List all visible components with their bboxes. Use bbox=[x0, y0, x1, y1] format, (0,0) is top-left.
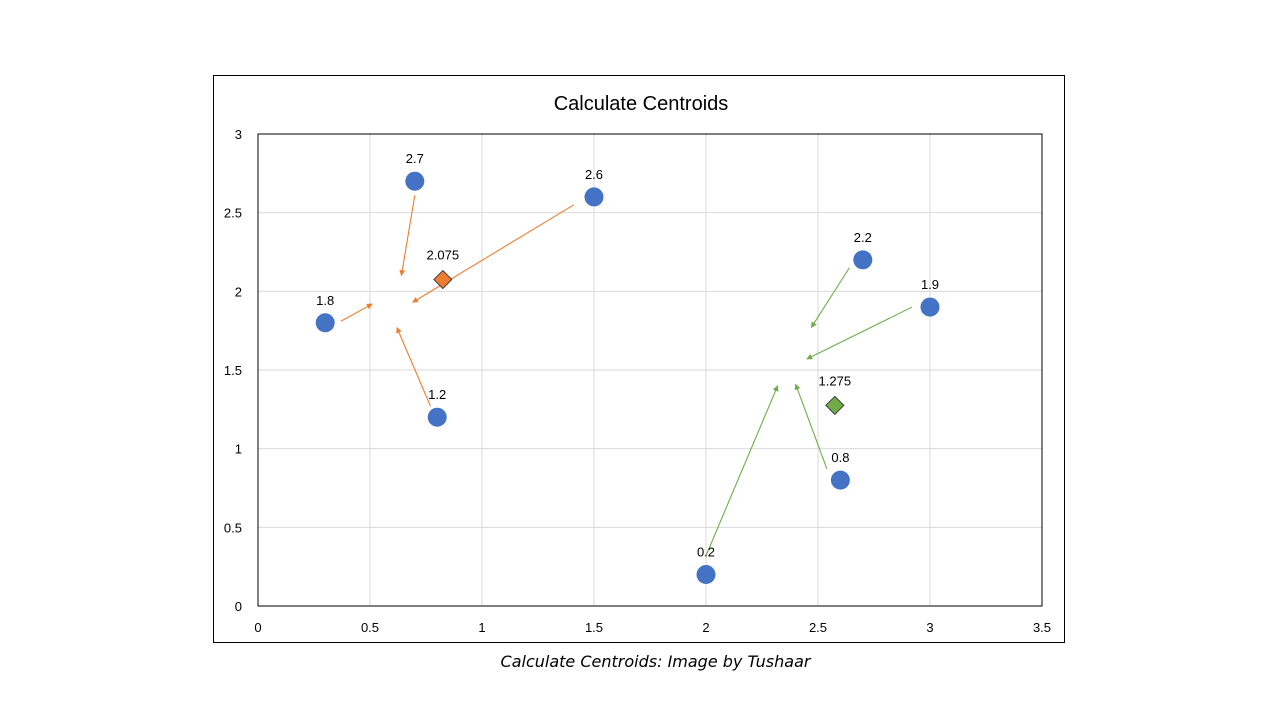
y-tick-label: 0.5 bbox=[224, 520, 242, 535]
y-tick-label: 3 bbox=[235, 127, 242, 142]
chart-frame: Calculate Centroids 0 0.5 1 1.5 2 2.5 3 3.5 0 0.… bbox=[213, 75, 1065, 643]
data-label: 2.7 bbox=[406, 151, 424, 166]
data-labels: 1.8 2.7 1.2 2.6 0.2 0.8 2.2 1.9 2.075 1.275 bbox=[316, 151, 939, 559]
data-point bbox=[315, 313, 335, 333]
centroid-arrow bbox=[340, 303, 373, 322]
scatter-chart: Calculate Centroids 0 0.5 1 1.5 2 2.5 3 3.5 0 0.… bbox=[224, 93, 1051, 635]
centroid-markers bbox=[433, 269, 845, 416]
data-point bbox=[920, 297, 940, 317]
centroid-label: 1.275 bbox=[819, 373, 852, 388]
centroid-arrows bbox=[340, 195, 913, 556]
y-tick-label: 1.5 bbox=[224, 363, 242, 378]
x-tick-label: 1.5 bbox=[585, 620, 603, 635]
y-tick-label: 1 bbox=[235, 442, 242, 457]
x-tick-label: 1 bbox=[478, 620, 485, 635]
y-axis-tick-labels: 0 0.5 1 1.5 2 2.5 3 bbox=[224, 127, 242, 614]
centroid-label: 2.075 bbox=[427, 248, 460, 263]
data-label: 1.2 bbox=[428, 387, 446, 402]
x-tick-label: 0.5 bbox=[361, 620, 379, 635]
data-point bbox=[427, 407, 447, 427]
centroid-arrow bbox=[806, 306, 913, 360]
x-tick-label: 3.5 bbox=[1033, 620, 1051, 635]
data-label: 1.9 bbox=[921, 277, 939, 292]
chart-title: Calculate Centroids bbox=[554, 93, 729, 115]
y-tick-label: 2 bbox=[235, 284, 242, 299]
centroid-arrow bbox=[412, 204, 575, 303]
data-point bbox=[584, 187, 604, 207]
y-tick-label: 0 bbox=[235, 599, 242, 614]
y-tick-label: 2.5 bbox=[224, 206, 242, 221]
data-label: 0.2 bbox=[697, 545, 715, 560]
centroid-marker bbox=[433, 269, 453, 290]
grid-lines bbox=[258, 134, 1042, 606]
centroid-arrow bbox=[396, 326, 431, 407]
x-axis-tick-labels: 0 0.5 1 1.5 2 2.5 3 3.5 bbox=[254, 620, 1051, 635]
data-label: 0.8 bbox=[831, 450, 849, 465]
centroid-arrow bbox=[705, 385, 779, 556]
data-points bbox=[315, 171, 940, 585]
x-tick-label: 0 bbox=[254, 620, 261, 635]
data-label: 2.2 bbox=[854, 230, 872, 245]
centroid-arrow bbox=[399, 195, 416, 277]
data-label: 2.6 bbox=[585, 167, 603, 182]
image-caption: Calculate Centroids: Image by Tushaar bbox=[500, 652, 811, 671]
x-tick-label: 2.5 bbox=[809, 620, 827, 635]
data-label: 1.8 bbox=[316, 293, 334, 308]
data-point bbox=[830, 470, 850, 490]
centroid-marker bbox=[825, 395, 845, 416]
data-point bbox=[696, 565, 716, 585]
centroid-arrow bbox=[794, 383, 828, 470]
data-point bbox=[405, 171, 425, 191]
plot-area bbox=[257, 133, 1043, 607]
data-point bbox=[853, 250, 873, 270]
x-tick-label: 2 bbox=[702, 620, 709, 635]
centroid-arrow bbox=[810, 267, 850, 329]
x-tick-label: 3 bbox=[926, 620, 933, 635]
